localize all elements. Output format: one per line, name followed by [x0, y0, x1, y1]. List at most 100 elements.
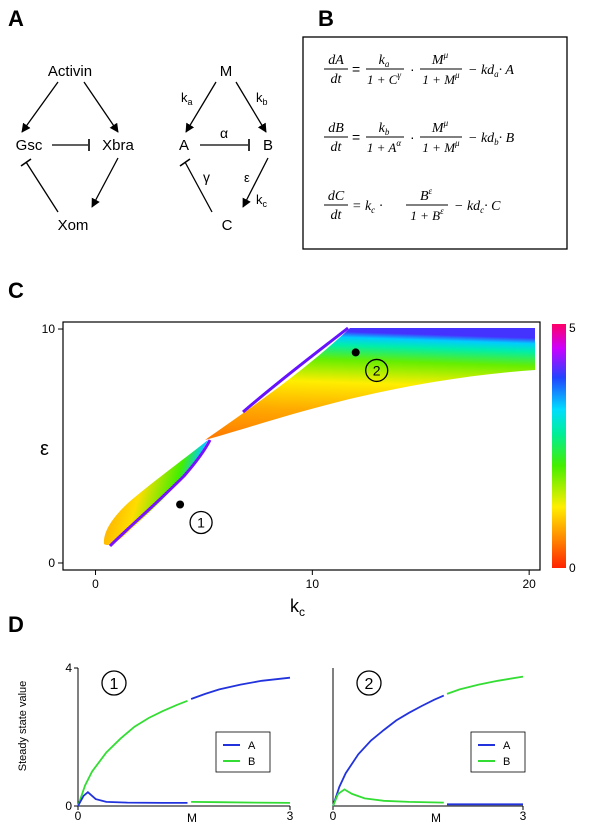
plot-d2: 0 3 M 2 AB	[330, 668, 527, 825]
edge-activin-gsc	[21, 81, 59, 133]
panel-label-c: C	[8, 278, 24, 303]
d-series-line	[77, 699, 188, 807]
svg-text:dA: dA	[328, 53, 344, 68]
svg-text:Bε: Bε	[420, 186, 433, 204]
heatmap-marker-dot-1	[176, 500, 185, 509]
heatmap-marker-circle-1	[189, 510, 213, 535]
d-series-line	[191, 801, 291, 804]
svg-text:1 + Mμ: 1 + Mμ	[422, 138, 460, 155]
d-series-line	[190, 676, 291, 700]
node-a: A	[179, 137, 189, 154]
svg-text:= kc·: = kc ·	[352, 199, 383, 215]
node-xom: Xom	[58, 217, 89, 234]
svg-text:Mμ: Mμ	[431, 118, 449, 136]
svg-text:Mμ: Mμ	[431, 50, 449, 68]
edge-m-a	[185, 81, 217, 133]
colorbar-tick-max: 5	[569, 321, 576, 335]
edge-xom-gsc-inhibit	[25, 161, 59, 213]
svg-text:·: ·	[410, 61, 415, 77]
region-upper	[205, 328, 535, 440]
node-gsc: Gsc	[16, 137, 43, 154]
heatmap-xlabel: kc	[290, 596, 305, 619]
panel-label-b: B	[318, 6, 334, 31]
heatmap-ylabel: ε	[40, 438, 49, 460]
equation-dc: dC dt = kc · Bε 1 + Bε − kdc· C	[324, 186, 501, 223]
heatmap-ytick-label: 10	[42, 322, 56, 336]
svg-text:ka: ka	[379, 53, 390, 69]
heatmap-marker-label-1: 1	[197, 514, 205, 530]
d-legend-box	[215, 731, 271, 773]
colorbar-tick-min: 0	[569, 561, 576, 575]
label-gamma: γ	[203, 169, 210, 185]
svg-text:1 + Mμ: 1 + Mμ	[422, 70, 460, 87]
heatmap-figure: 5 0 0 10 20 0 10 ε kc 1 2	[40, 321, 576, 619]
edge-b-c	[242, 157, 269, 208]
svg-text:dC: dC	[328, 189, 345, 204]
svg-text:·: ·	[410, 129, 415, 145]
svg-text:1 + Bε: 1 + Bε	[410, 206, 444, 223]
d-xtick-label: 0	[330, 809, 337, 823]
equation-db: dB dt = kb 1 + Aα · Mμ 1 + Mμ − kdb· B	[324, 118, 515, 155]
svg-text:− kdb· B: − kdb· B	[468, 131, 515, 147]
d-xtick-label: 3	[520, 809, 527, 823]
heatmap-xtick-label: 0	[92, 577, 99, 591]
colorbar	[552, 324, 566, 568]
svg-text:1 + Aα: 1 + Aα	[367, 138, 401, 155]
d-panel-circle	[101, 670, 127, 696]
plot-d1: 0 3 4 0 M 1 AB	[65, 661, 293, 825]
edge-m-b	[235, 81, 267, 133]
equations-box: dA dt = ka 1 + Cγ · Mμ 1 + Mμ − kda· A d…	[302, 36, 568, 250]
heatmap-xtick-label: 10	[306, 577, 320, 591]
label-kb: kb	[256, 90, 268, 107]
svg-text:dt: dt	[331, 72, 343, 87]
node-xbra: Xbra	[102, 137, 134, 154]
svg-text:=: =	[352, 129, 360, 145]
heatmap-marker-dot-2	[351, 348, 360, 357]
svg-text:− kda· A: − kda· A	[468, 63, 514, 79]
d-panel-circle	[356, 670, 382, 696]
panel-label-d: D	[8, 612, 24, 637]
svg-text:=: =	[352, 61, 360, 77]
edge-xbra-xom	[91, 157, 119, 208]
region-lower	[103, 440, 208, 546]
d-panel-number: 2	[365, 676, 374, 693]
svg-text:1 + Cγ: 1 + Cγ	[367, 70, 401, 87]
heatmap-marker-circle-2	[365, 358, 389, 383]
heatmap-xtick-label: 20	[522, 577, 536, 591]
heatmap-frame	[62, 321, 541, 571]
node-activin: Activin	[48, 63, 92, 80]
heatmap-ytick-label: 0	[48, 556, 55, 570]
d-xtick-label: 3	[287, 809, 294, 823]
d-series-line	[446, 675, 524, 695]
svg-text:dB: dB	[328, 121, 344, 136]
panel-label-a: A	[8, 6, 24, 31]
d-legend-box	[470, 731, 526, 773]
d-series-line	[77, 791, 188, 807]
d-legend-label: A	[248, 740, 256, 752]
edge-c-a-inhibit	[184, 161, 213, 213]
d-xtick-label: 0	[75, 809, 82, 823]
node-m: M	[220, 63, 233, 80]
d-series-line	[332, 694, 445, 807]
network-diagram: Activin Gsc Xbra Xom M A B C ka kb α γ ε…	[16, 63, 273, 234]
d-ytick-label: 0	[65, 799, 72, 813]
svg-text:kb: kb	[379, 121, 390, 137]
equation-da: dA dt = ka 1 + Cγ · Mμ 1 + Mμ − kda· A	[324, 50, 514, 87]
d-legend-label: A	[503, 740, 511, 752]
label-ka: ka	[181, 90, 193, 107]
d-xlabel: M	[431, 811, 441, 825]
d-xlabel: M	[187, 811, 197, 825]
edge-activin-xbra	[83, 81, 119, 133]
label-kc: kc	[256, 192, 268, 209]
label-alpha: α	[220, 125, 228, 141]
svg-text:dt: dt	[331, 208, 343, 223]
d-legend-label: B	[503, 756, 510, 768]
node-b: B	[263, 137, 273, 154]
d-panel-number: 1	[110, 676, 119, 693]
svg-text:dt: dt	[331, 140, 343, 155]
d-series-line	[332, 788, 444, 807]
node-c: C	[222, 217, 233, 234]
heatmap-marker-label-2: 2	[373, 362, 381, 378]
d-legend-label: B	[248, 756, 255, 768]
